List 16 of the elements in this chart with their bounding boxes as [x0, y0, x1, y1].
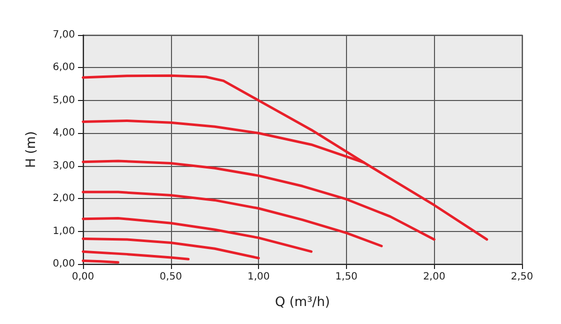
y-axis-title: H (m): [24, 131, 39, 168]
y-tick-label: 2,00: [52, 193, 75, 204]
y-tick-label: 0,00: [52, 258, 75, 270]
x-tick-label: 0,00: [72, 272, 94, 282]
x-axis-title: Q (m³/h): [274, 295, 330, 310]
y-tick-label: 4,00: [52, 128, 75, 139]
y-tick-label: 3,00: [52, 160, 75, 172]
x-tick-label: 2,50: [510, 272, 534, 282]
y-tick-label: 6,00: [52, 62, 75, 74]
x-tick-label: 0,50: [160, 272, 182, 282]
y-tick-label: 7,00: [52, 30, 75, 40]
x-tick-label: 2,00: [423, 272, 446, 282]
x-tick-label: 1,00: [247, 272, 270, 282]
y-tick-label: 5,00: [52, 94, 75, 106]
y-tick-label: 1,00: [52, 226, 75, 237]
x-tick-label: 1,50: [335, 272, 358, 282]
